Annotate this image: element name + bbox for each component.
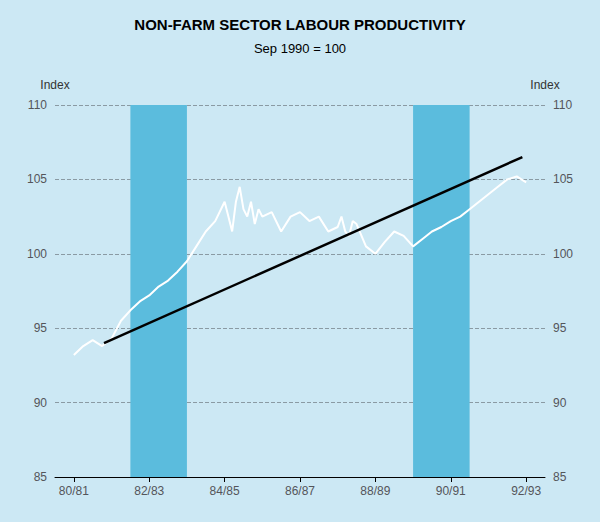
svg-text:110: 110 [553, 98, 572, 112]
svg-text:100: 100 [27, 247, 47, 261]
svg-text:82/83: 82/83 [134, 484, 164, 498]
svg-text:90/91: 90/91 [436, 484, 466, 498]
svg-text:105: 105 [27, 172, 47, 186]
svg-text:105: 105 [553, 172, 573, 186]
svg-text:92/93: 92/93 [511, 484, 541, 498]
svg-text:88/89: 88/89 [360, 484, 390, 498]
svg-text:100: 100 [553, 247, 573, 261]
svg-text:80/81: 80/81 [59, 484, 89, 498]
svg-text:Index: Index [40, 78, 69, 92]
svg-text:Index: Index [530, 78, 559, 92]
svg-text:Sep 1990 = 100: Sep 1990 = 100 [254, 41, 346, 56]
svg-text:NON-FARM SECTOR LABOUR PRODUCT: NON-FARM SECTOR LABOUR PRODUCTIVITY [134, 16, 465, 33]
svg-text:95: 95 [553, 321, 567, 335]
svg-text:95: 95 [34, 321, 48, 335]
svg-text:86/87: 86/87 [285, 484, 315, 498]
svg-text:84/85: 84/85 [210, 484, 240, 498]
svg-text:85: 85 [34, 470, 48, 484]
svg-text:90: 90 [553, 396, 567, 410]
svg-text:85: 85 [553, 470, 567, 484]
svg-text:110: 110 [28, 98, 47, 112]
svg-text:90: 90 [34, 396, 48, 410]
